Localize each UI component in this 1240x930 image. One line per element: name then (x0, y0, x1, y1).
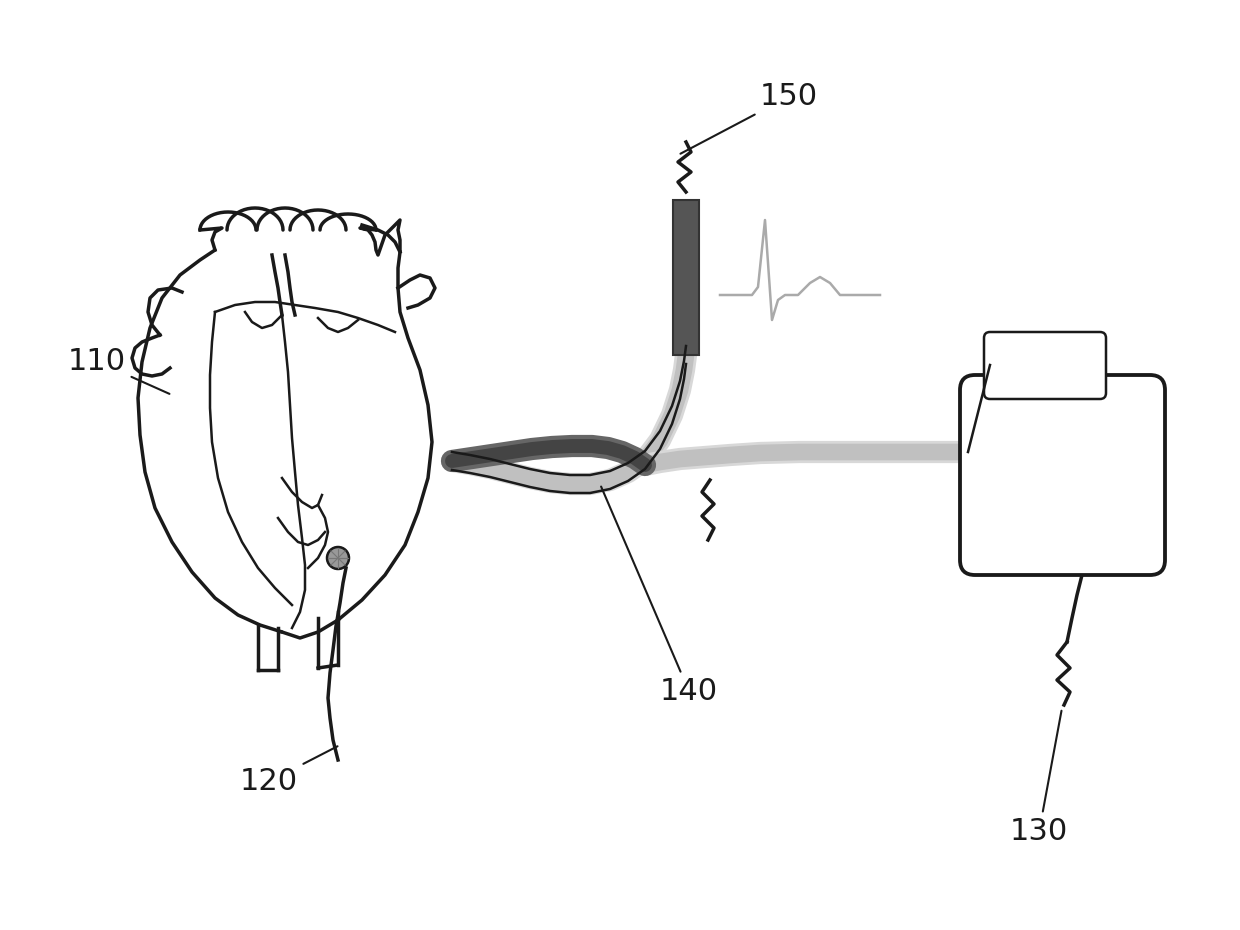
Text: 150: 150 (681, 82, 818, 153)
Text: 110: 110 (68, 347, 170, 394)
Bar (673, 200, 699, 355)
Circle shape (327, 547, 348, 569)
FancyBboxPatch shape (985, 332, 1106, 399)
Text: 140: 140 (601, 486, 718, 706)
Text: 130: 130 (1011, 711, 1068, 846)
FancyBboxPatch shape (960, 375, 1166, 575)
Text: 120: 120 (241, 746, 337, 796)
